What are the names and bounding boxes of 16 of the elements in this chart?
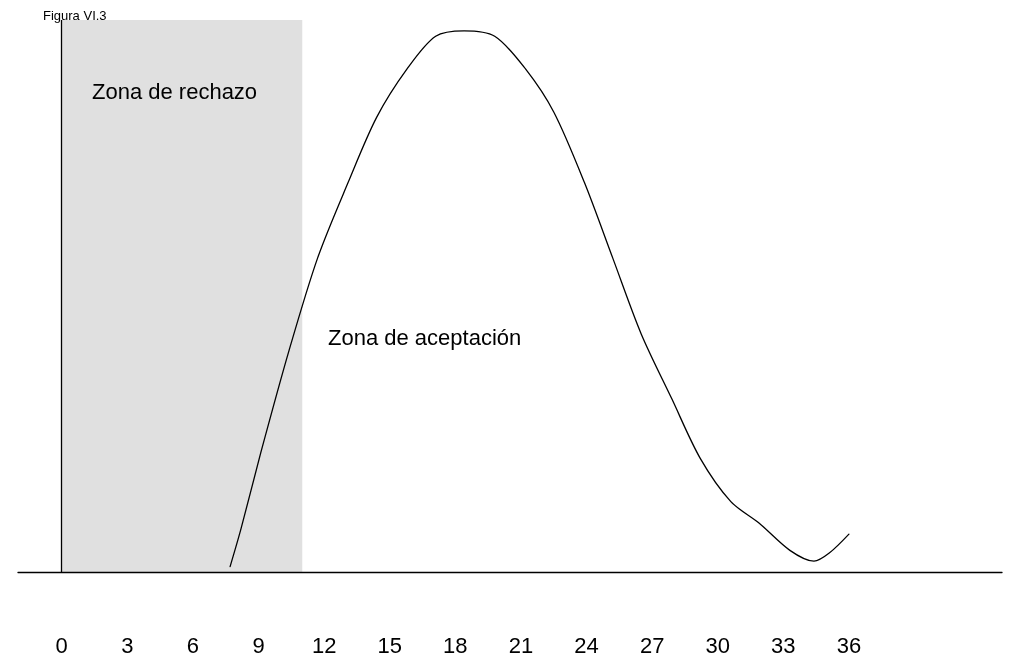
x-tick-label: 6: [186, 632, 200, 658]
x-tick-label: 0: [55, 632, 68, 658]
x-tick-label: 24: [574, 632, 599, 658]
band-label: Zona de rechazo: [92, 78, 258, 104]
annotation: Zona de aceptación: [328, 324, 522, 350]
x-tick-label: 15: [377, 632, 402, 658]
x-tick-label: 18: [443, 632, 468, 658]
x-tick-label: 36: [836, 632, 862, 658]
x-tick-label: 21: [508, 632, 534, 658]
chart-title: Figura VI.3: [43, 8, 107, 23]
x-tick-label: 27: [639, 632, 665, 658]
x-tick-label: 3: [121, 632, 134, 658]
x-tick-label: 9: [252, 632, 265, 658]
x-tick-label: 33: [771, 632, 796, 658]
x-tick-label: 12: [311, 632, 337, 658]
x-tick-label: 30: [705, 632, 730, 658]
